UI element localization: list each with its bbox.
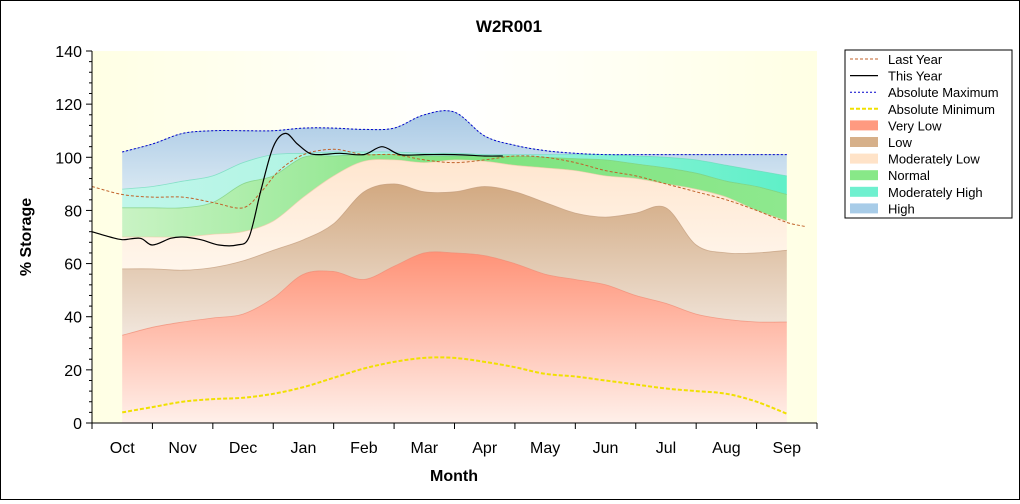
legend-label: Low [888, 135, 912, 150]
band-moderately-low-edge [122, 159, 787, 238]
x-axis-ticks: Oct Nov Dec Jan Feb Mar Apr May Jun Jul Aug Sep [91, 423, 818, 457]
y-tick-label: 60 [64, 257, 82, 274]
legend-label: High [888, 201, 915, 216]
band-high [122, 110, 787, 190]
legend-label: Absolute Maximum [888, 85, 999, 100]
band-moderately-high-edge [122, 151, 787, 190]
legend-label: This Year [888, 69, 943, 84]
x-tick-label: Mar [411, 440, 439, 457]
legend-label: Absolute Minimum [888, 102, 995, 117]
band-very-low [122, 251, 787, 423]
x-tick-label: Dec [229, 440, 257, 457]
legend-swatch-high [850, 203, 878, 214]
x-tick-label: Feb [350, 440, 378, 457]
y-tick-label: 80 [64, 203, 82, 220]
band-very-low-edge [122, 251, 787, 336]
y-axis-label: % Storage [18, 198, 35, 276]
legend-swatch-moderately-high [850, 186, 878, 197]
band-normal-edge [122, 154, 787, 209]
legend-swatch-very-low [850, 120, 878, 131]
y-tick-label: 20 [64, 363, 82, 380]
series-absolute-minimum [122, 356, 788, 415]
chart-title: W2R001 [476, 17, 542, 36]
y-tick-label: 100 [55, 150, 82, 167]
series-last-year [92, 148, 806, 227]
y-tick-label: 120 [55, 97, 82, 114]
series-this-year [92, 132, 503, 247]
legend-label: Moderately High [888, 185, 983, 200]
x-tick-label: Oct [110, 440, 135, 457]
legend-label: Very Low [888, 118, 942, 133]
y-tick-label: 40 [64, 310, 82, 327]
series-absolute-maximum [122, 110, 787, 156]
y-tick-label: 140 [55, 44, 82, 61]
legend-label: Last Year [888, 52, 943, 67]
x-tick-label: Jan [291, 440, 317, 457]
band-low-edge [122, 183, 787, 271]
x-axis-label: Month [430, 468, 478, 485]
y-tick-label: 0 [73, 416, 82, 433]
x-tick-label: Jun [593, 440, 619, 457]
x-tick-label: Aug [712, 440, 740, 457]
band-moderately-low [122, 159, 787, 271]
band-low [122, 183, 787, 336]
y-axis-ticks: 0 20 40 60 80 100 120 140 [55, 44, 92, 433]
legend-swatch-low [850, 137, 878, 147]
x-tick-label: Apr [472, 440, 498, 457]
band-normal [122, 154, 787, 238]
series-layer [92, 110, 806, 415]
x-tick-label: Jul [656, 440, 676, 457]
legend-label: Moderately Low [888, 152, 980, 167]
legend-swatch-normal [850, 170, 878, 181]
x-tick-label: Sep [773, 440, 802, 457]
x-tick-label: Nov [168, 440, 196, 457]
x-tick-label: May [530, 440, 560, 457]
band-layer [122, 110, 787, 423]
legend-swatch-moderately-low [850, 153, 878, 164]
legend-label: Normal [888, 168, 930, 183]
